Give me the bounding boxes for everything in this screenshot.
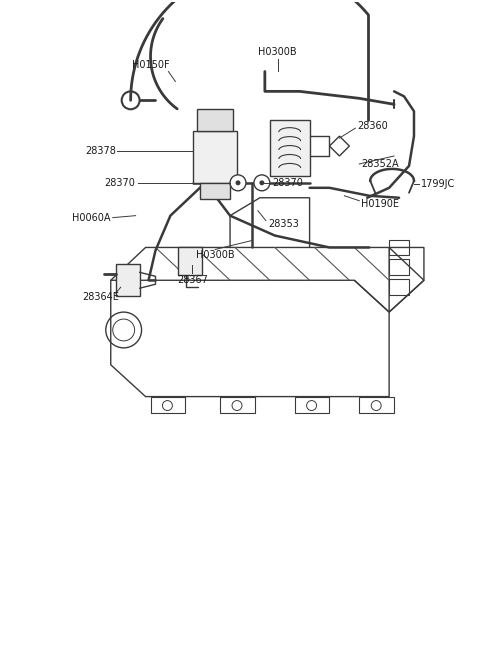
Text: 28360: 28360 bbox=[357, 121, 388, 131]
Text: H0190E: H0190E bbox=[361, 198, 399, 209]
Polygon shape bbox=[116, 265, 140, 296]
Polygon shape bbox=[179, 248, 202, 275]
Circle shape bbox=[230, 175, 246, 191]
Text: H0150F: H0150F bbox=[132, 60, 169, 69]
Circle shape bbox=[259, 180, 264, 185]
Polygon shape bbox=[193, 131, 237, 183]
Text: 28370: 28370 bbox=[105, 178, 136, 188]
Circle shape bbox=[254, 175, 270, 191]
Text: 28353: 28353 bbox=[268, 219, 299, 229]
Text: 28370: 28370 bbox=[272, 178, 303, 188]
Text: 28364E: 28364E bbox=[83, 292, 119, 302]
Polygon shape bbox=[200, 183, 230, 198]
Text: 28367: 28367 bbox=[177, 275, 208, 286]
Text: 1799JC: 1799JC bbox=[421, 179, 455, 189]
Text: H0300B: H0300B bbox=[258, 47, 297, 56]
Text: 28378: 28378 bbox=[85, 146, 116, 156]
Text: H0060A: H0060A bbox=[72, 213, 111, 223]
Polygon shape bbox=[197, 109, 233, 131]
Polygon shape bbox=[270, 121, 310, 176]
Circle shape bbox=[236, 180, 240, 185]
Text: 28352A: 28352A bbox=[361, 159, 399, 169]
Text: H0300B: H0300B bbox=[196, 250, 234, 261]
